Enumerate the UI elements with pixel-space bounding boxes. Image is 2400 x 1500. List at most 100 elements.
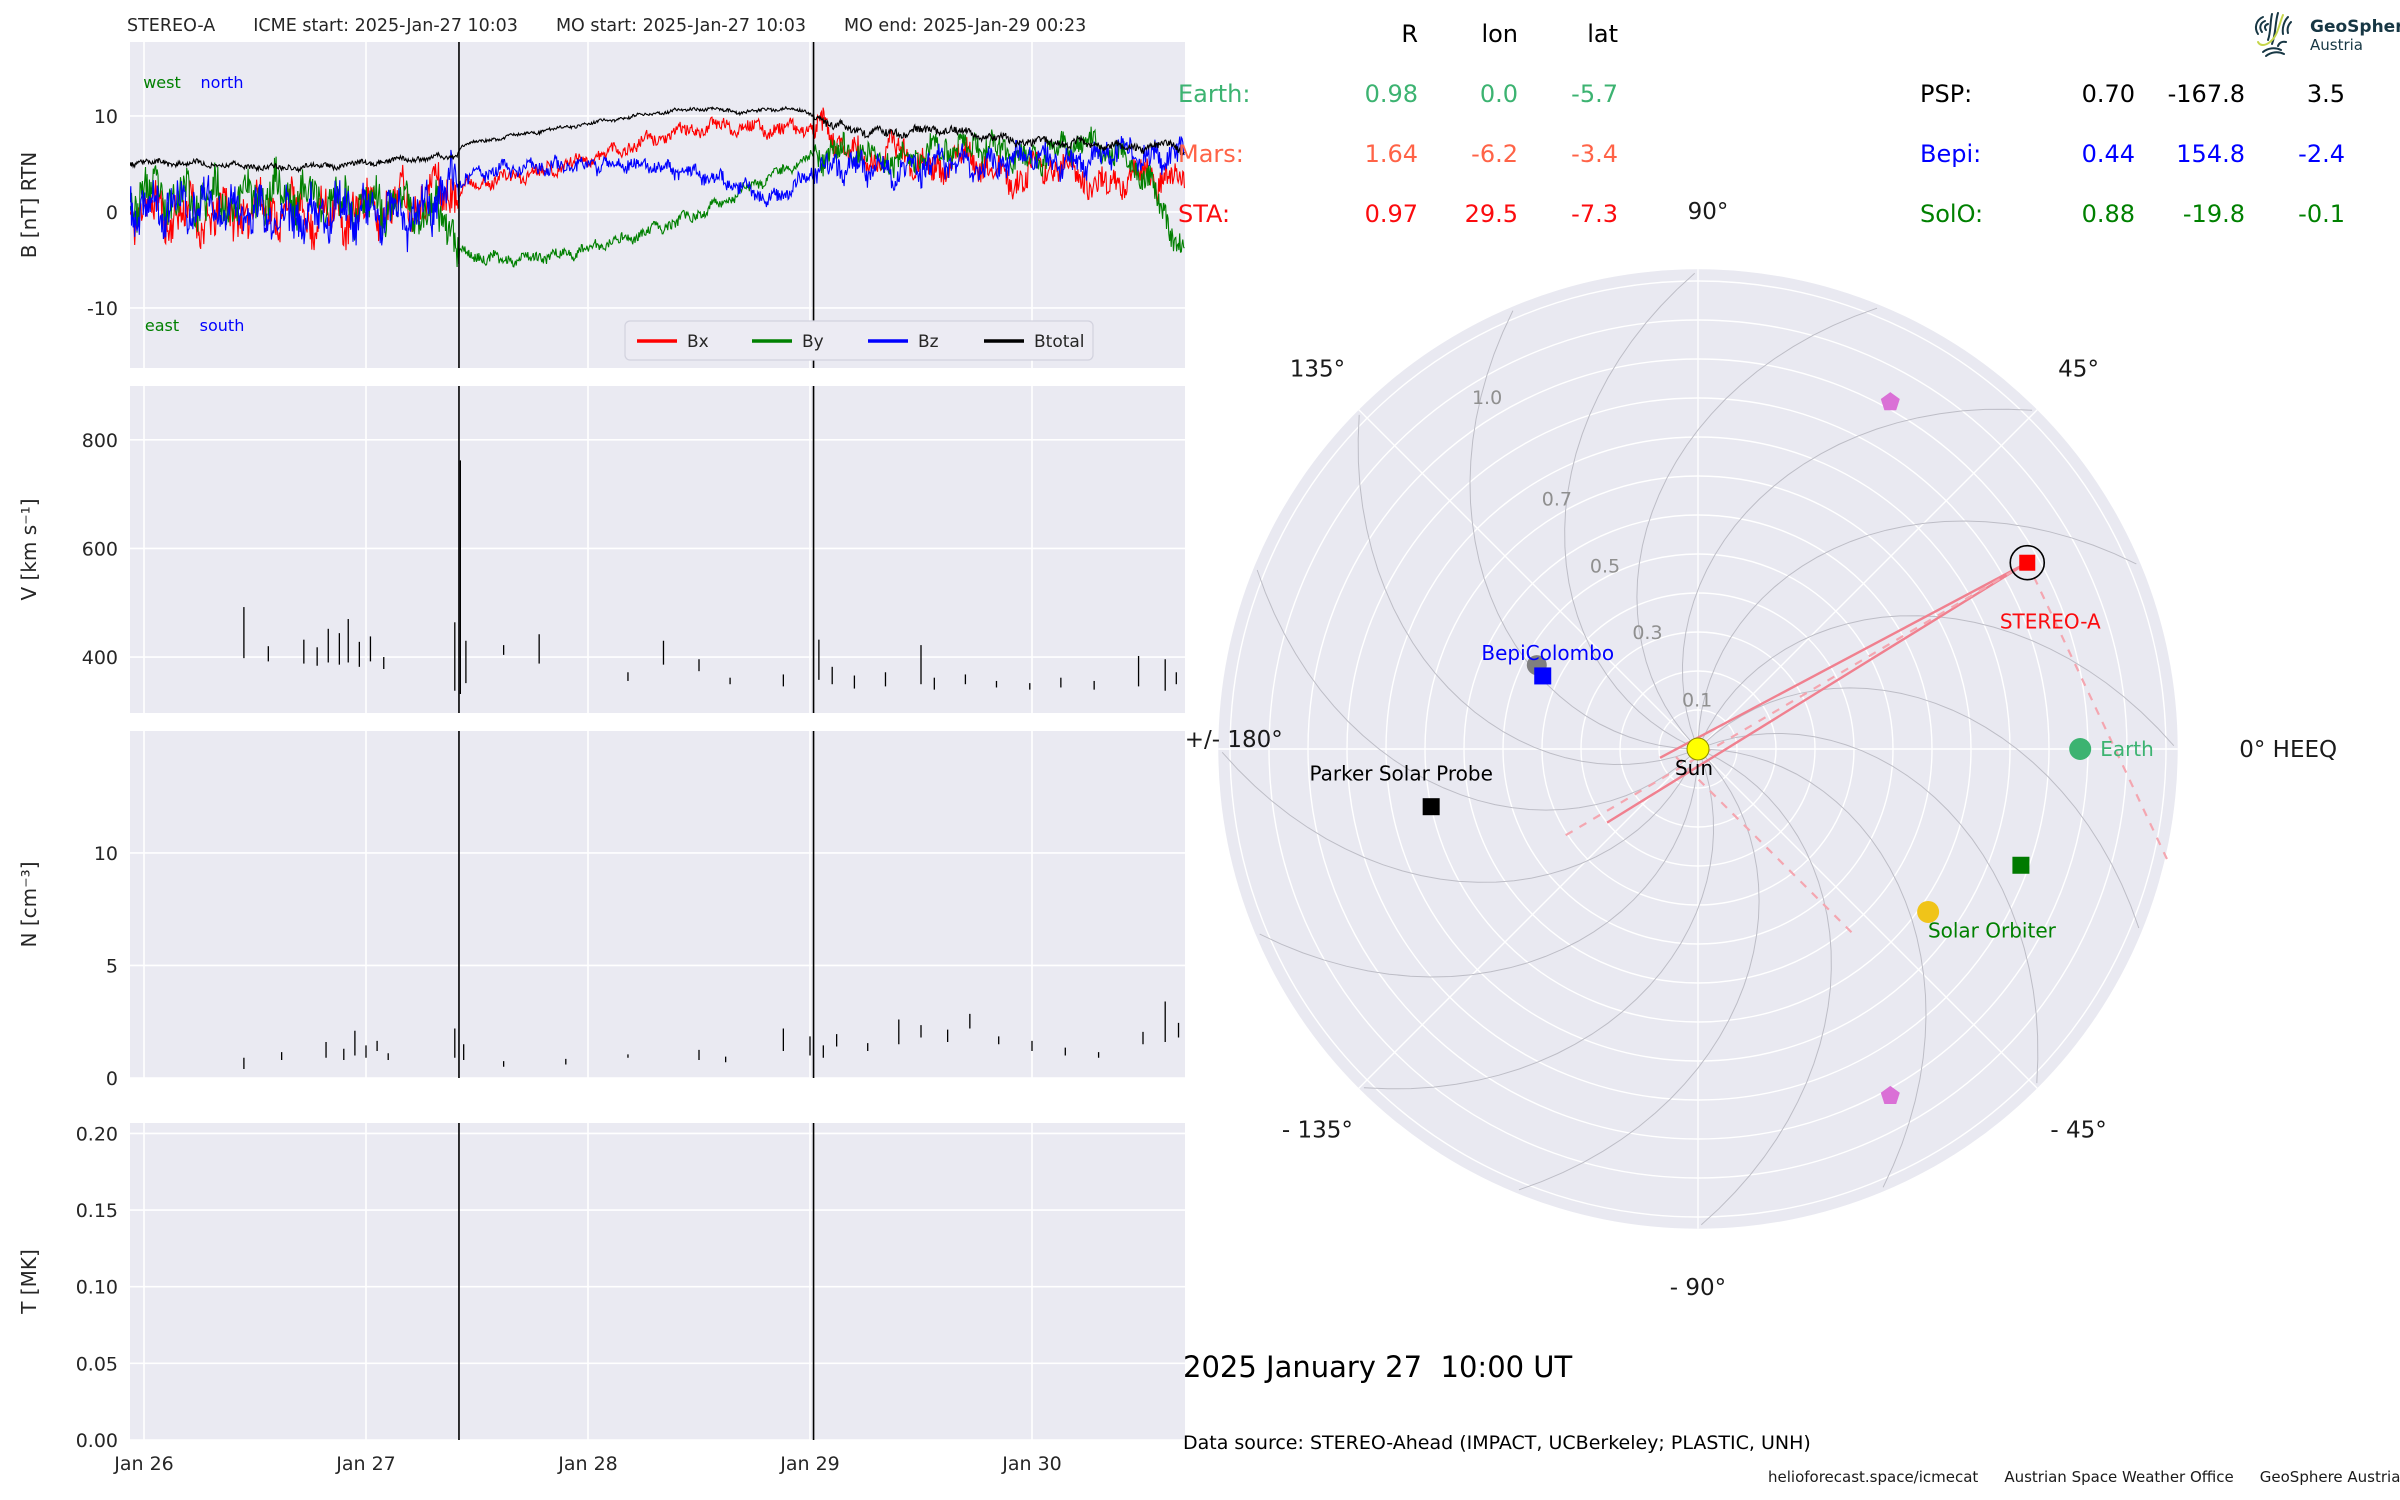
label-solar-orbiter: Solar Orbiter	[1928, 918, 2057, 942]
annotation-west: west	[143, 73, 181, 92]
x-tick-label: Jan 26	[113, 1453, 174, 1475]
parker-spiral	[1518, 754, 1760, 1191]
credit-url: helioforecast.space/icmecat	[1768, 1468, 1979, 1486]
legend-label: Btotal	[1034, 332, 1085, 352]
sta-lat: -7.3	[1571, 200, 1618, 228]
row-mars-label: Mars:	[1178, 140, 1244, 168]
column-header-lat: lat	[1587, 20, 1618, 48]
y-tick-label: -10	[87, 298, 118, 320]
x-tick-label: Jan 29	[779, 1453, 840, 1475]
label-parker-solar-probe: Parker Solar Probe	[1309, 762, 1492, 786]
cme-direction-line-solid	[1659, 561, 2028, 759]
marker-stereo-a: STEREO-A	[2000, 544, 2101, 634]
row-bepi-label: Bepi:	[1920, 140, 1982, 168]
cme-direction-line-dashed	[1560, 561, 2028, 840]
parker-spiral	[1681, 408, 2033, 742]
marker-lagrange-l4	[1880, 392, 1900, 411]
series-bz	[130, 135, 1185, 253]
y-axis-label: T [MK]	[17, 1249, 41, 1315]
bepi-r: 0.44	[2081, 140, 2135, 168]
angle-label: - 135°	[1282, 1118, 1353, 1144]
y-tick-label: 10	[94, 843, 118, 865]
geosphere-austria-logo: GeoSphere Austria	[2248, 8, 2400, 62]
row-earth-label: Earth:	[1178, 80, 1251, 108]
annotation-south: south	[200, 316, 245, 335]
psp-lat: 3.5	[2306, 80, 2345, 108]
parker-spiral	[1705, 748, 1927, 1188]
earth-r: 0.98	[1364, 80, 1418, 108]
panel-background	[130, 1123, 1185, 1440]
bepi-lat: -2.4	[2298, 140, 2345, 168]
solo-r: 0.88	[2081, 200, 2135, 228]
x-tick-label: Jan 27	[335, 1453, 396, 1475]
grid-spoke	[1697, 748, 2038, 1089]
y-tick-label: 5	[106, 955, 118, 977]
radial-tick-label: 0.3	[1632, 622, 1662, 644]
parker-spiral	[1363, 756, 1715, 1090]
angle-label: +/- 180°	[1185, 727, 1283, 753]
panel-speed: 400 600 800 V [km s⁻¹]	[17, 386, 1185, 713]
earth-lon: 0.0	[1479, 80, 1518, 108]
grid-spoke	[1358, 748, 1699, 1089]
logo-text-austria: Austria	[2310, 35, 2363, 54]
cme-direction-line-dashed	[2026, 562, 2168, 860]
timeseries-chart: -10 0 10 B [nT] RTN west north east south Bx By Bz…	[17, 42, 1185, 1475]
y-axis-label: N [cm⁻³]	[17, 862, 41, 948]
annotation-east: east	[145, 316, 179, 335]
y-axis-label: V [km s⁻¹]	[17, 498, 41, 600]
y-tick-label: 10	[94, 106, 118, 128]
x-tick-label: Jan 28	[557, 1453, 618, 1475]
y-axis-label: B [nT] RTN	[17, 152, 41, 259]
x-tick-label: Jan 30	[1001, 1453, 1062, 1475]
position-table-right: PSP: 0.70 -167.8 3.5 Bepi: 0.44 154.8 -2…	[1920, 64, 2345, 244]
radial-tick-label: 0.7	[1542, 489, 1572, 511]
label-bepicolombo: BepiColombo	[1481, 641, 1614, 665]
y-tick-label: 0.10	[76, 1277, 118, 1299]
angle-label: 0° HEEQ	[2239, 737, 2337, 763]
parker-spiral	[1700, 751, 1832, 1226]
label-earth: Earth	[2100, 737, 2154, 761]
earth-lat: -5.7	[1571, 80, 1618, 108]
title-mission: STEREO-A	[127, 16, 216, 36]
panel-background	[130, 42, 1185, 368]
y-tick-label: 0	[106, 1068, 118, 1090]
row-psp-label: PSP:	[1920, 80, 1973, 108]
parker-spiral	[1469, 310, 1691, 750]
grid-spoke	[1697, 409, 2038, 750]
label-stereo-a: STEREO-A	[2000, 610, 2101, 634]
marker-parker-solar-probe: Parker Solar Probe	[1309, 762, 1493, 816]
panel-background	[130, 386, 1185, 713]
title-mo-end: MO end: 2025-Jan-29 00:23	[844, 16, 1087, 36]
panel-density: 0 5 10 N [cm⁻³]	[17, 731, 1185, 1090]
position-table-left: R lon lat Earth: 0.98 0.0 -5.7 Mars: 1.6…	[1178, 4, 1618, 244]
y-tick-label: 0.05	[76, 1353, 118, 1375]
column-header-r: R	[1401, 20, 1418, 48]
cme-direction-line-dashed	[1675, 756, 1855, 936]
radial-tick-label: 1.0	[1472, 387, 1502, 409]
bepi-lon: 154.8	[2176, 140, 2245, 168]
y-tick-label: 0	[106, 202, 118, 224]
credit-org: GeoSphere Austria	[2259, 1468, 2400, 1486]
parker-spiral	[1357, 414, 1691, 766]
data-source-note: Data source: STEREO-Ahead (IMPACT, UCBer…	[1183, 1432, 1811, 1454]
y-tick-label: 600	[82, 538, 118, 560]
angle-label: - 90°	[1670, 1275, 1726, 1301]
column-header-lon: lon	[1481, 20, 1518, 48]
legend-label: Bx	[687, 332, 709, 352]
marker-lagrange-l5	[1880, 1085, 1900, 1104]
parker-spiral	[1256, 569, 1693, 811]
row-solo-label: SolO:	[1920, 200, 1984, 228]
parker-spiral	[1703, 687, 2140, 929]
marker-sun: Sun	[1675, 737, 1713, 780]
legend: Bx By Bz Btotal	[624, 320, 1094, 361]
y-tick-label: 0.15	[76, 1200, 118, 1222]
credits-line: helioforecast.space/icmecat Austrian Spac…	[1768, 1468, 2400, 1486]
mars-lat: -3.4	[1571, 140, 1618, 168]
logo-text-geosphere: GeoSphere	[2310, 16, 2400, 37]
solo-lon: -19.8	[2182, 200, 2245, 228]
parker-spiral	[1700, 615, 2175, 747]
geosphere-logo-icon	[2254, 12, 2292, 57]
row-sta-label: STA:	[1178, 200, 1231, 228]
label-sun: Sun	[1675, 756, 1713, 780]
